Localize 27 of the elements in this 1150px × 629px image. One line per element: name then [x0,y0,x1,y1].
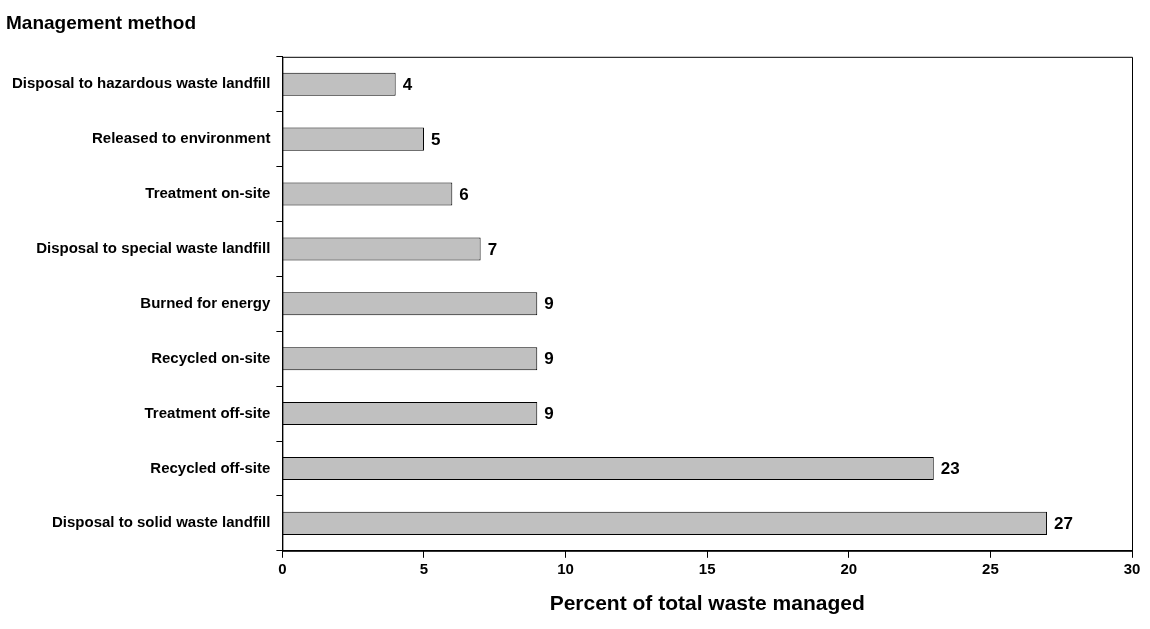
text: Management method [6,11,197,33]
y-tick-label: Burned for energy [140,293,272,311]
x-tick-label: 10 [557,559,574,577]
y-tick-label: Released to environment [91,129,271,147]
data-label: 9 [544,294,554,314]
data-label: 5 [430,129,441,149]
data-label: 9 [544,349,554,369]
data-label: 6 [459,184,469,204]
data-label: 23 [940,459,960,479]
data-label: 4 [402,74,413,94]
data-label: 7 [487,239,498,259]
y-tick-label: Disposal to special waste landfill [36,239,271,257]
x-tick-label: 25 [982,559,999,577]
x-tick-label: 30 [1123,559,1141,577]
y-tick-label: Disposal to hazardous waste landfill [11,74,271,92]
y-tick-label: Treatment on-site [145,184,271,202]
x-tick-label: 0 [278,559,287,577]
y-tick-label: Recycled off-site [150,458,271,476]
x-axis-title: Percent of total waste managed [549,591,865,615]
x-tick-label: 15 [698,559,716,577]
x-tick-label: 20 [840,559,858,577]
y-tick-label: Recycled on-site [151,348,271,366]
data-label: 9 [544,404,554,424]
y-tick-label: Treatment off-site [144,403,271,421]
data-label: 27 [1054,514,1073,534]
x-tick-label: 5 [419,559,429,577]
y-tick-label: Disposal to solid waste landfill [52,513,271,531]
